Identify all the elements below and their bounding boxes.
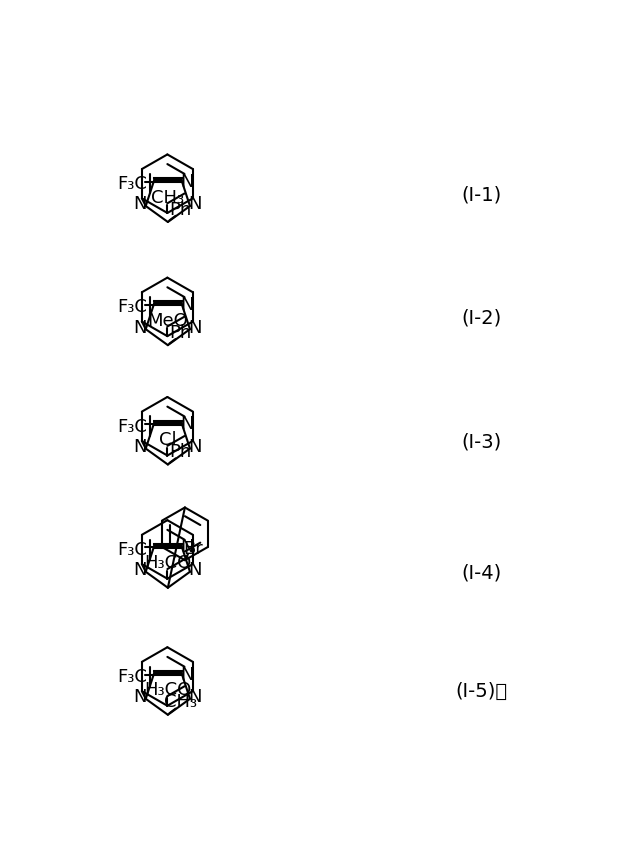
- Text: Cl: Cl: [158, 431, 176, 449]
- Text: (I-1): (I-1): [461, 186, 501, 205]
- Text: N: N: [188, 195, 202, 213]
- Text: N: N: [133, 438, 147, 456]
- Text: Ph: Ph: [169, 324, 192, 342]
- Text: N: N: [188, 561, 202, 579]
- Text: N: N: [180, 538, 193, 556]
- Text: N: N: [133, 195, 147, 213]
- Text: N: N: [180, 173, 193, 191]
- Text: MeO: MeO: [147, 312, 188, 330]
- Text: H₃CO: H₃CO: [144, 554, 191, 572]
- Text: N: N: [180, 296, 193, 314]
- Text: F₃C: F₃C: [118, 298, 148, 316]
- Text: CH₃: CH₃: [163, 693, 197, 711]
- Text: H₃CO: H₃CO: [144, 681, 191, 699]
- Text: (I-4): (I-4): [461, 563, 501, 582]
- Text: F₃C: F₃C: [118, 668, 148, 686]
- Text: N: N: [180, 666, 193, 684]
- Text: N: N: [180, 416, 193, 434]
- Text: Ph: Ph: [169, 201, 192, 219]
- Text: N: N: [188, 319, 202, 337]
- Text: N: N: [133, 561, 147, 579]
- Text: CH₃: CH₃: [151, 189, 184, 207]
- Text: F₃C: F₃C: [118, 175, 148, 193]
- Text: (I-3): (I-3): [461, 432, 501, 451]
- Text: F₃C: F₃C: [118, 417, 148, 435]
- Text: F₃C: F₃C: [118, 541, 148, 559]
- Text: N: N: [133, 688, 147, 706]
- Text: (I-5)。: (I-5)。: [455, 682, 507, 701]
- Text: (I-2): (I-2): [461, 309, 501, 328]
- Text: N: N: [188, 688, 202, 706]
- Text: Br: Br: [183, 541, 203, 559]
- Text: N: N: [188, 438, 202, 456]
- Text: N: N: [133, 319, 147, 337]
- Text: Ph: Ph: [169, 443, 192, 461]
